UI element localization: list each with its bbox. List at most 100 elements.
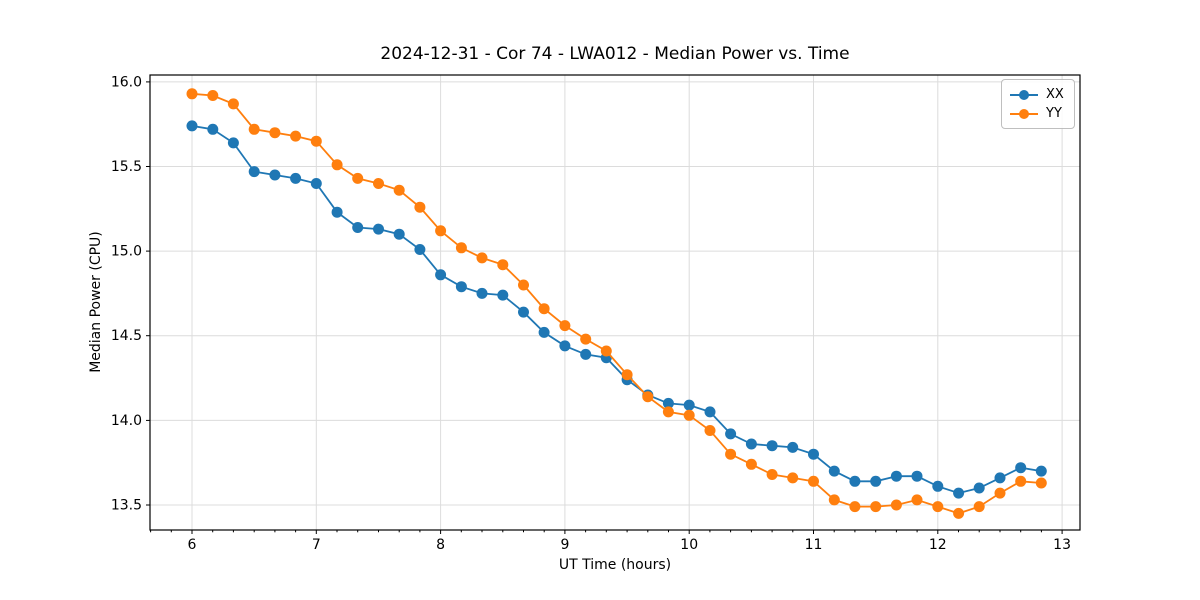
data-point [828,465,840,477]
x-tick-label: 6 [188,537,197,553]
data-point [787,472,799,484]
data-point [310,178,322,189]
series-yy [186,88,1047,519]
data-point [393,228,405,240]
data-point [953,487,965,499]
legend-label-xx: XX [1046,87,1064,102]
data-point [269,127,281,139]
x-tick-label: 10 [680,537,698,553]
data-point [849,475,861,487]
data-point [227,137,239,149]
data-point [476,252,488,264]
data-point [621,369,633,381]
data-point [787,441,799,453]
data-point [1035,465,1047,477]
data-point [290,130,302,142]
data-point [683,409,695,421]
data-point [1015,475,1027,487]
data-point [704,425,716,436]
x-tick-label: 12 [929,537,947,553]
data-point [538,303,550,315]
data-point [808,448,819,460]
data-point [186,88,198,100]
data-point [870,501,882,513]
data-point [911,470,923,482]
data-point [559,320,571,332]
y-tick-label: 15.5 [111,159,142,175]
data-point [953,507,965,519]
data-point [373,223,384,235]
data-point [662,397,674,409]
data-point [828,494,840,506]
gridlines [150,75,1080,530]
data-point [435,269,447,281]
axes-box [149,74,1081,531]
data-point [455,281,467,293]
x-tick-label: 7 [312,537,321,553]
data-point [497,259,509,271]
data-point [642,391,654,403]
y-tick-label: 15.0 [111,244,142,260]
data-point [476,287,488,299]
data-point [725,448,737,460]
data-point [808,475,819,487]
data-point [538,326,550,338]
data-point [580,348,592,360]
data-point [186,120,198,132]
x-tick-label: 11 [805,537,823,553]
data-point [890,499,902,511]
data-point [207,123,219,135]
legend-marker-yy-icon [1010,108,1038,120]
data-point [745,438,757,450]
legend: XX YY [1001,79,1075,129]
data-point [331,159,343,171]
data-point [207,90,219,101]
x-axis-label: UT Time (hours) [558,557,672,573]
data-point [352,222,364,233]
data-point [248,166,260,178]
y-tick-label: 13.5 [111,498,142,514]
chart-title: 2024-12-31 - Cor 74 - LWA012 - Median Po… [380,44,850,64]
data-point [414,244,426,255]
data-point [497,289,509,301]
y-axis-label: Median Power (CPU) [88,231,104,373]
data-point [870,475,882,487]
x-tick-label: 13 [1053,537,1071,553]
data-point [994,487,1006,499]
data-point [683,399,695,411]
ticks [146,81,1063,534]
data-point [704,406,716,418]
data-point [725,428,737,440]
data-point [227,98,239,110]
y-tick-label: 14.0 [111,413,142,429]
y-tick-label: 14.5 [111,328,142,344]
data-point [290,172,302,184]
data-point [662,406,674,418]
data-point [518,279,529,291]
data-point [331,206,343,218]
data-point [580,333,592,345]
data-point [518,306,529,318]
data-point [455,242,467,254]
data-point [849,501,861,513]
data-point [973,482,985,494]
legend-label-yy: YY [1046,106,1062,121]
data-point [393,184,405,196]
data-point [745,458,757,470]
legend-item-xx: XX [1010,85,1064,104]
data-point [248,123,260,135]
data-point [911,494,923,506]
data-point [932,501,944,513]
data-point [559,340,571,352]
legend-item-yy: YY [1010,104,1064,123]
data-point [932,480,944,492]
data-point [973,501,985,513]
data-point [435,225,447,237]
x-tick-label: 9 [560,537,569,553]
data-point [1015,462,1027,474]
legend-marker-xx-icon [1010,89,1038,101]
x-tick-label: 8 [436,537,445,553]
tick-labels: 6 7 8 9 10 11 12 13 13.5 14.0 14.5 15.0 15.5 16.0 [111,74,1071,553]
data-point [766,469,778,480]
